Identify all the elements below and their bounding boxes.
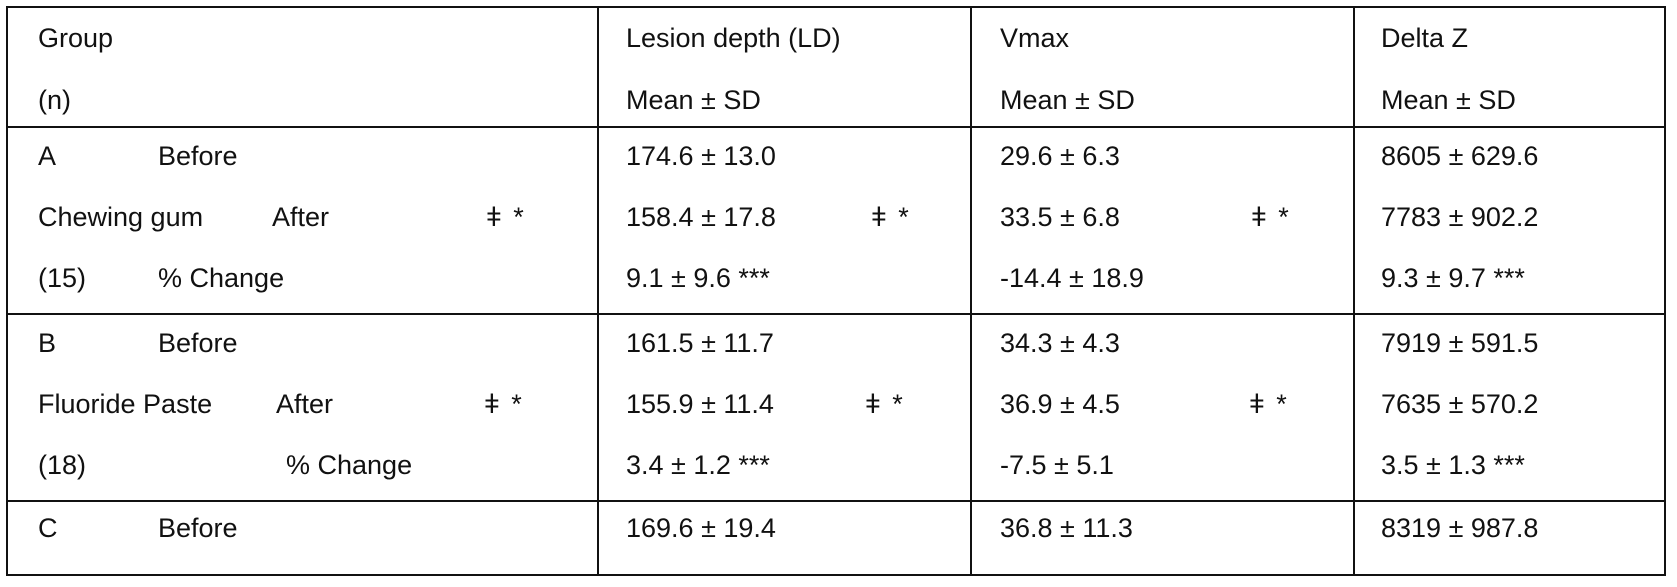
header-dz-mean-sd: Mean ± SD [1381, 85, 1516, 115]
group-a-dz-change: 9.3 ± 9.7 *** [1381, 263, 1525, 293]
group-b-dz-change: 3.5 ± 1.3 *** [1381, 450, 1525, 480]
group-c-ld-before: 169.6 ± 19.4 [626, 513, 776, 543]
row-divider [8, 500, 1664, 502]
header-vmax: Vmax [1000, 23, 1069, 53]
group-b-vmax-after: 36.9 ± 4.5 [1000, 389, 1120, 419]
group-b-ld-after: 155.9 ± 11.4 [626, 389, 774, 419]
group-b-dz-after: 7635 ± 570.2 [1381, 389, 1538, 419]
group-b-dz-before: 7919 ± 591.5 [1381, 328, 1538, 358]
group-b-ld-before: 161.5 ± 11.7 [626, 328, 774, 358]
group-b-ld-change: 3.4 ± 1.2 *** [626, 450, 770, 480]
group-a-vmax-after: 33.5 ± 6.8 [1000, 202, 1120, 232]
header-ld-mean-sd: Mean ± SD [626, 85, 761, 115]
group-a-ld-after-mark: ǂ * [871, 202, 911, 232]
header-group: Group [38, 23, 113, 53]
column-divider [970, 8, 972, 574]
header-delta-z: Delta Z [1381, 23, 1468, 53]
group-a-vmax-after-mark: ǂ * [1251, 202, 1291, 232]
group-a-after-label: After [272, 202, 329, 232]
column-divider [1353, 8, 1355, 574]
group-b-vmax-after-mark: ǂ * [1249, 389, 1289, 419]
header-n: (n) [38, 85, 71, 115]
header-lesion-depth: Lesion depth (LD) [626, 23, 841, 53]
group-c-before-label: Before [158, 513, 238, 543]
group-a-ld-before: 174.6 ± 13.0 [626, 141, 776, 171]
group-b-vmax-before: 34.3 ± 4.3 [1000, 328, 1120, 358]
group-a-ld-after: 158.4 ± 17.8 [626, 202, 776, 232]
group-a-dz-before: 8605 ± 629.6 [1381, 141, 1538, 171]
group-c-dz-before: 8319 ± 987.8 [1381, 513, 1538, 543]
group-a-ld-change: 9.1 ± 9.6 *** [626, 263, 770, 293]
group-b-change-label: % Change [286, 450, 412, 480]
row-divider [8, 126, 1664, 128]
group-c-vmax-before: 36.8 ± 11.3 [1000, 513, 1133, 543]
group-a-letter: A [38, 141, 56, 171]
group-b-after-label: After [276, 389, 333, 419]
group-a-vmax-change: -14.4 ± 18.9 [1000, 263, 1144, 293]
column-divider [597, 8, 599, 574]
group-b-name: Fluoride Paste [38, 389, 212, 419]
group-a-after-mark: ǂ * [486, 202, 526, 232]
group-b-n: (18) [38, 450, 86, 480]
group-b-ld-after-mark: ǂ * [865, 389, 905, 419]
group-a-dz-after: 7783 ± 902.2 [1381, 202, 1538, 232]
group-a-n: (15) [38, 263, 86, 293]
group-b-before-label: Before [158, 328, 238, 358]
results-table: Group (n) Lesion depth (LD) Mean ± SD Vm… [6, 6, 1666, 576]
group-a-name: Chewing gum [38, 202, 203, 232]
row-divider [8, 313, 1664, 315]
group-a-vmax-before: 29.6 ± 6.3 [1000, 141, 1120, 171]
group-b-vmax-change: -7.5 ± 5.1 [1000, 450, 1114, 480]
group-b-letter: B [38, 328, 56, 358]
group-a-before-label: Before [158, 141, 238, 171]
group-a-change-label: % Change [158, 263, 284, 293]
group-b-after-mark: ǂ * [484, 389, 524, 419]
header-vmax-mean-sd: Mean ± SD [1000, 85, 1135, 115]
group-c-letter: C [38, 513, 58, 543]
